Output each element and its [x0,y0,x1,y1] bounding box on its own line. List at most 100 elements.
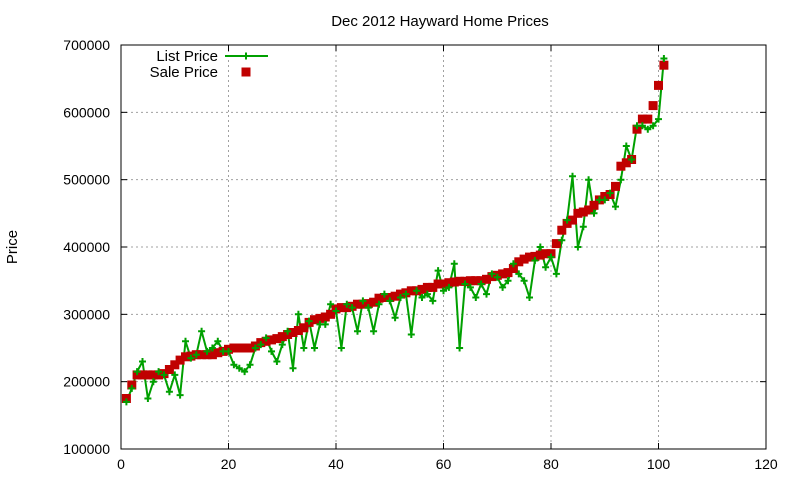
list-price-point [294,310,302,318]
list-price-point [332,307,340,315]
list-price-point [563,216,571,224]
series-layer [121,55,669,406]
list-price-point [187,354,195,362]
list-price-point [434,267,442,275]
sale-price-point [519,254,529,264]
sale-price-point [433,279,443,289]
list-price-point [155,368,163,376]
list-price-point [423,290,431,298]
list-price-point [558,236,566,244]
sale-price-point [288,328,298,337]
sale-price-point [573,208,583,218]
sale-price-point [293,326,303,335]
list-price-point [590,209,598,217]
list-price-point [354,327,361,335]
legend-label-list-price: List Price [156,48,218,65]
sale-price-point [315,313,325,323]
sale-price-point [584,205,594,215]
list-price-point [509,260,517,268]
list-price-point [235,364,243,372]
list-price-point [305,317,313,325]
list-price-point [649,122,657,130]
sale-price-point [589,200,599,210]
sale-price-point [525,252,534,262]
list-price-point [552,270,560,278]
list-price-point [225,347,232,355]
list-price-point [149,378,157,386]
y-tick-label: 500000 [63,172,110,188]
list-price-point [246,361,254,369]
list-price-point [644,125,652,133]
y-tick-label: 700000 [63,37,110,53]
list-price-point [450,260,458,268]
list-price-point [531,257,539,264]
grid-layer [121,45,766,449]
legend-marker-list-price [242,52,250,60]
list-price-point [311,344,318,352]
sale-price-point [170,360,180,370]
list-price-point [241,368,249,376]
sale-price-point [245,343,255,353]
list-price-point [542,263,550,271]
list-price-point [547,253,555,261]
sale-price-point [503,268,513,278]
sale-price-point [336,303,346,313]
list-price-point [321,320,329,328]
list-price-point [380,290,388,298]
sale-price-point [310,315,319,325]
y-axis-label: Price [4,230,21,264]
list-price-point [160,371,168,379]
list-price-point [214,337,222,345]
list-price-point [144,395,152,402]
sale-price-point [637,114,647,124]
sale-price-point [455,276,465,286]
sale-price-point [439,279,448,289]
sale-price-point [541,249,551,259]
list-price-point [585,176,593,184]
sale-price-point [551,239,561,249]
sale-price-point [299,323,309,333]
list-price-point [612,203,619,211]
list-price-point [461,280,469,288]
sale-price-point [390,291,400,301]
sale-price-point [207,350,217,360]
list-price-point [466,283,474,291]
sale-price-point [213,348,223,358]
sale-price-point [148,370,158,380]
sale-price-point [514,257,524,267]
y-tick-label: 200000 [63,374,110,390]
list-price-point [165,388,173,396]
sale-price-point [659,60,669,70]
x-tick-label: 120 [754,456,778,472]
list-price-point [488,270,496,278]
list-price-point [230,361,238,369]
sale-price-point [353,299,362,309]
list-price-point [493,273,501,281]
list-price-point [536,243,544,251]
list-price-point [327,300,335,308]
sale-price-point [465,276,475,286]
list-price-point [601,196,609,204]
sale-price-point [369,297,379,307]
list-price-point [375,300,383,308]
list-price-point [483,290,490,298]
list-price-point [391,314,399,322]
list-price-point [370,327,378,335]
x-tick-label: 40 [328,456,344,472]
list-price-point [268,347,275,355]
list-price-point [203,347,211,355]
sale-price-point [422,282,432,292]
sale-price-point [654,80,663,90]
list-price-point [337,344,345,352]
sale-price-point [267,335,276,345]
list-price-point [418,294,426,301]
sale-price-point [578,207,588,217]
x-tick-label: 100 [647,456,671,472]
sale-price-point [471,276,481,286]
list-price-point [273,358,281,365]
sale-price-point [568,215,577,225]
x-tick-label: 0 [117,456,125,472]
list-price-point [364,304,372,312]
legend-label-sale-price: Sale Price [150,64,218,81]
